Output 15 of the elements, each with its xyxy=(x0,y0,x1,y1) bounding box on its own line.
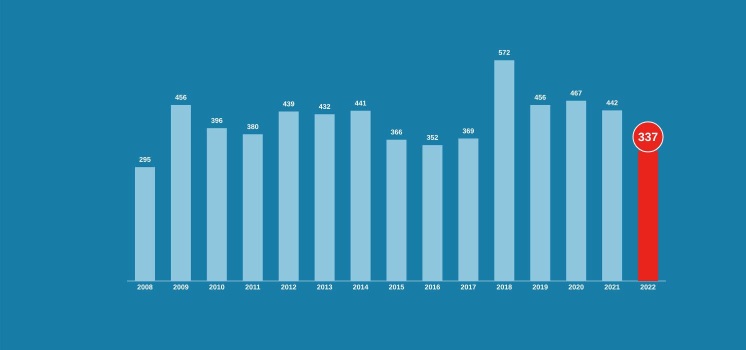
bar xyxy=(206,128,227,281)
bar xyxy=(422,145,442,281)
bar xyxy=(350,110,371,281)
bar xyxy=(278,112,299,281)
bar xyxy=(134,167,155,281)
bar xyxy=(602,110,622,281)
bar xyxy=(170,104,191,281)
data-label: 337 xyxy=(638,132,658,142)
bar xyxy=(494,60,514,281)
bar xyxy=(458,138,478,281)
bar xyxy=(566,100,586,281)
bar xyxy=(242,134,263,281)
bar xyxy=(386,140,407,281)
bar xyxy=(530,104,550,281)
bar xyxy=(314,114,335,281)
